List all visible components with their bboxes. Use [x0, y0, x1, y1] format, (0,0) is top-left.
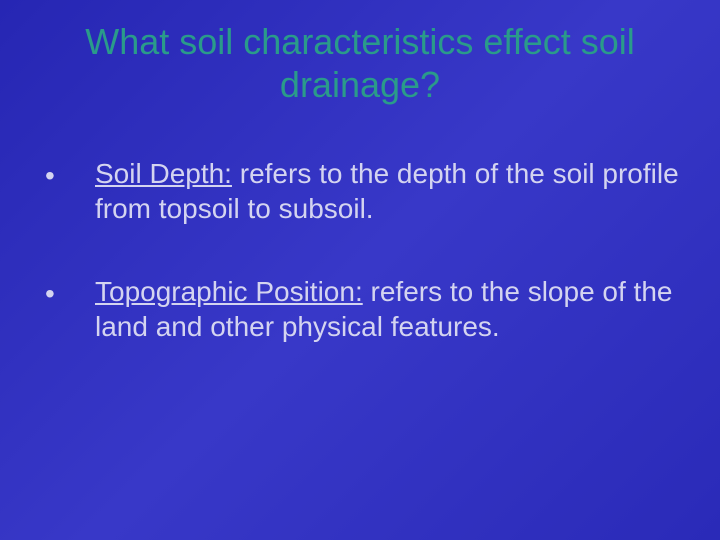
bullet-body: Topographic Position: refers to the slop…	[95, 274, 680, 344]
list-item: • Topographic Position: refers to the sl…	[45, 274, 680, 344]
bullet-body: Soil Depth: refers to the depth of the s…	[95, 156, 680, 226]
bullet-marker: •	[45, 156, 95, 193]
bullet-list: • Soil Depth: refers to the depth of the…	[40, 156, 680, 344]
bullet-marker: •	[45, 274, 95, 311]
bullet-term: Soil Depth:	[95, 158, 232, 189]
list-item: • Soil Depth: refers to the depth of the…	[45, 156, 680, 226]
slide-title: What soil characteristics effect soil dr…	[40, 20, 680, 106]
slide-container: What soil characteristics effect soil dr…	[0, 0, 720, 540]
bullet-term: Topographic Position:	[95, 276, 363, 307]
